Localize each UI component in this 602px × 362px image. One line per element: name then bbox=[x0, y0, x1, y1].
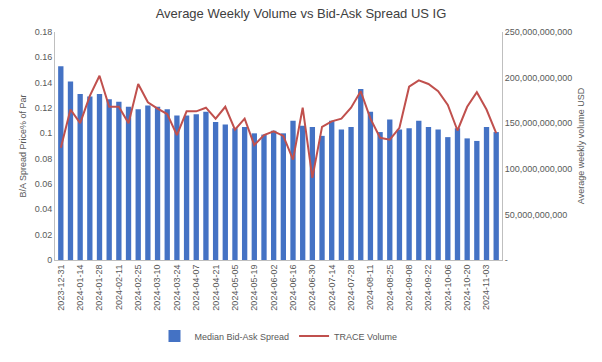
svg-text:2024-02-25: 2024-02-25 bbox=[133, 265, 143, 311]
svg-text:0.16: 0.16 bbox=[35, 52, 53, 62]
svg-text:0.02: 0.02 bbox=[35, 230, 53, 240]
svg-text:-: - bbox=[505, 255, 508, 265]
svg-text:2024-01-28: 2024-01-28 bbox=[94, 265, 104, 311]
svg-text:Average Weekly Volume vs Bid-A: Average Weekly Volume vs Bid-Ask Spread … bbox=[156, 6, 447, 21]
svg-text:2024-09-08: 2024-09-08 bbox=[404, 265, 414, 311]
svg-text:0: 0 bbox=[47, 255, 52, 265]
svg-text:TRACE Volume: TRACE Volume bbox=[334, 332, 397, 342]
svg-text:B/A Spread Price% of Par: B/A Spread Price% of Par bbox=[18, 94, 28, 197]
svg-text:0.08: 0.08 bbox=[35, 154, 53, 164]
svg-text:0.06: 0.06 bbox=[35, 179, 53, 189]
svg-text:0.1: 0.1 bbox=[40, 128, 53, 138]
svg-text:2024-11-03: 2024-11-03 bbox=[481, 265, 491, 310]
svg-text:Average weekly volume USD: Average weekly volume USD bbox=[576, 87, 586, 204]
svg-text:2024-06-02: 2024-06-02 bbox=[269, 265, 279, 311]
svg-text:2024-08-25: 2024-08-25 bbox=[385, 265, 395, 311]
svg-text:2024-02-11: 2024-02-11 bbox=[114, 265, 124, 310]
svg-text:2024-04-07: 2024-04-07 bbox=[191, 265, 201, 311]
svg-text:2024-06-30: 2024-06-30 bbox=[307, 265, 317, 311]
svg-text:0.18: 0.18 bbox=[35, 27, 53, 37]
svg-text:200,000,000,000: 200,000,000,000 bbox=[505, 73, 573, 83]
svg-text:0.12: 0.12 bbox=[35, 103, 53, 113]
svg-text:150,000,000,000: 150,000,000,000 bbox=[505, 118, 573, 128]
svg-text:2023-12-31: 2023-12-31 bbox=[56, 265, 66, 311]
svg-text:0.04: 0.04 bbox=[35, 204, 53, 214]
svg-text:2024-04-21: 2024-04-21 bbox=[211, 265, 221, 311]
svg-text:2024-10-06: 2024-10-06 bbox=[443, 265, 453, 311]
svg-text:2024-05-19: 2024-05-19 bbox=[249, 265, 259, 311]
svg-text:2024-06-16: 2024-06-16 bbox=[288, 265, 298, 311]
svg-text:2024-10-20: 2024-10-20 bbox=[462, 265, 472, 311]
svg-text:2024-03-24: 2024-03-24 bbox=[172, 265, 182, 311]
svg-text:2024-01-14: 2024-01-14 bbox=[75, 265, 85, 311]
svg-text:2024-07-28: 2024-07-28 bbox=[346, 265, 356, 311]
svg-text:50,000,000,000: 50,000,000,000 bbox=[505, 210, 568, 220]
svg-text:2024-09-22: 2024-09-22 bbox=[423, 265, 433, 311]
svg-text:250,000,000,000: 250,000,000,000 bbox=[505, 27, 573, 37]
svg-text:2024-03-10: 2024-03-10 bbox=[152, 265, 162, 311]
svg-text:2024-08-11: 2024-08-11 bbox=[365, 265, 375, 310]
svg-text:2024-07-14: 2024-07-14 bbox=[327, 265, 337, 311]
svg-text:Median Bid-Ask Spread: Median Bid-Ask Spread bbox=[195, 332, 290, 342]
svg-text:0.14: 0.14 bbox=[35, 78, 53, 88]
svg-text:2024-05-05: 2024-05-05 bbox=[230, 265, 240, 311]
svg-text:100,000,000,000: 100,000,000,000 bbox=[505, 164, 573, 174]
